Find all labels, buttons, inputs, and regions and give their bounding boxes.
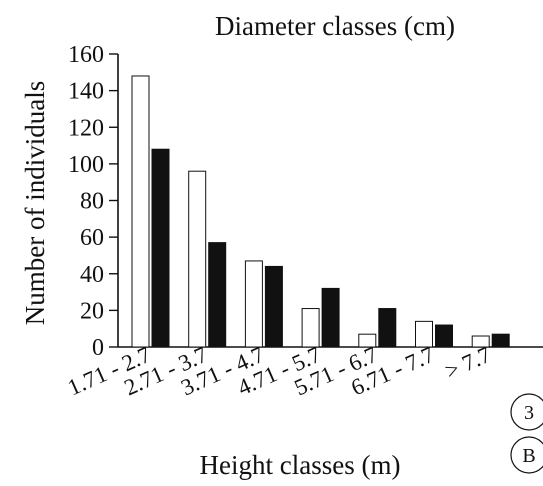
bar-series-2-1 bbox=[151, 148, 170, 348]
panel-badges: 3B bbox=[510, 393, 543, 474]
bar-series-1-2 bbox=[188, 170, 207, 348]
y-tick-label: 80 bbox=[80, 189, 104, 215]
bar-series-1-6 bbox=[415, 320, 433, 348]
bar-series-2-5 bbox=[378, 308, 397, 348]
y-tick-label: 120 bbox=[68, 115, 104, 141]
bar-series-1-3 bbox=[244, 260, 263, 348]
bar-series-1-1 bbox=[131, 75, 150, 348]
y-tick-label: 160 bbox=[68, 42, 104, 68]
y-tick-label: 100 bbox=[68, 152, 104, 178]
x-axis-title: Height classes (m) bbox=[200, 450, 401, 480]
y-tick-label: 0 bbox=[92, 335, 104, 361]
bar-series-1-4 bbox=[301, 308, 320, 348]
y-tick-label: 60 bbox=[80, 225, 104, 251]
y-axis-title: Number of individuals bbox=[20, 81, 50, 325]
bar-series-1-7 bbox=[471, 335, 490, 348]
badge-circle bbox=[510, 436, 543, 474]
bar-series-2-2 bbox=[208, 242, 227, 348]
x-tick-label: > 7.7 bbox=[441, 342, 495, 384]
x-ticks: 1.71 - 2.72.71 - 3.73.71 - 4.74.71 - 5.7… bbox=[64, 342, 495, 401]
bar-series-1-5 bbox=[358, 333, 377, 348]
chart-title: Diameter classes (cm) bbox=[215, 11, 455, 41]
bar-series-2-7 bbox=[491, 333, 510, 348]
y-tick-label: 140 bbox=[68, 79, 104, 105]
badge-label: B bbox=[522, 445, 535, 467]
badge-circle bbox=[510, 393, 543, 431]
y-ticks: 0 20 40 60 80 100 120 140 160 bbox=[68, 42, 118, 361]
bars bbox=[131, 75, 510, 348]
bar-series-2-6 bbox=[435, 324, 453, 348]
y-tick-label: 40 bbox=[80, 262, 104, 288]
bar-series-2-4 bbox=[321, 287, 340, 348]
bar-series-2-3 bbox=[264, 265, 283, 348]
badge-label: 3 bbox=[524, 402, 534, 424]
y-tick-label: 20 bbox=[80, 298, 104, 324]
